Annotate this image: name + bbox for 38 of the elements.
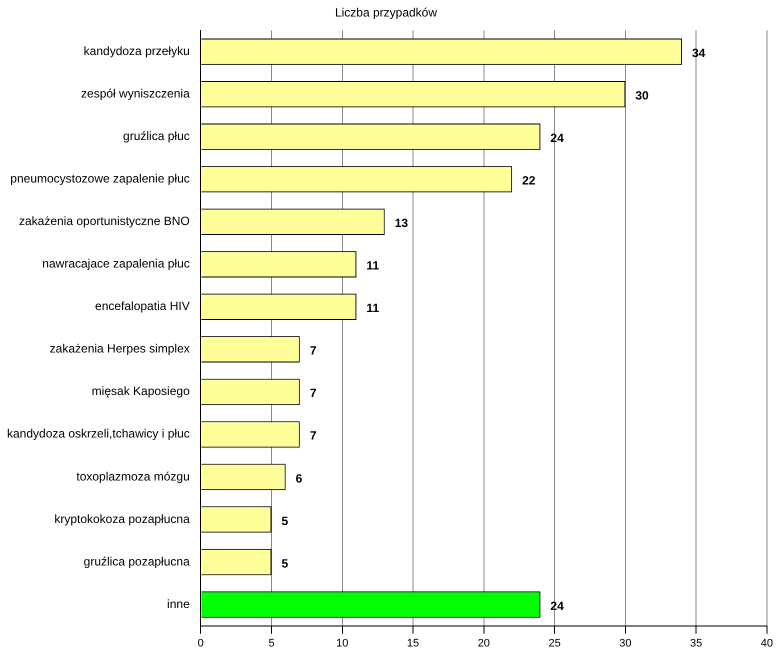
x-tick-label: 30 <box>619 637 632 650</box>
data-label: 30 <box>635 88 650 103</box>
y-tick-label: zakażenia Herpes simplex <box>50 342 190 356</box>
y-tick-label: gruźlica pozapłucna <box>84 554 190 568</box>
x-tick-label: 15 <box>406 637 420 650</box>
data-label: 34 <box>692 46 706 60</box>
y-tick-label: gruźlica płuc <box>123 129 190 144</box>
y-tick-label: kryptokokoza pozapłucna <box>54 512 190 526</box>
y-tick-label: kandydoza oskrzeli,tchawicy i płuc <box>7 426 190 441</box>
y-tick-label: toxoplazmoza mózgu <box>76 469 190 484</box>
data-label: 24 <box>550 131 564 146</box>
data-label: 5 <box>282 556 289 570</box>
y-tick-label: inne <box>167 596 190 611</box>
y-tick-label: nawracajace zapalenia płuc <box>42 256 190 271</box>
x-tick-label: 25 <box>548 637 561 650</box>
data-label: 6 <box>296 471 303 486</box>
y-tick-label: kandydoza przełyku <box>84 44 190 58</box>
x-tick-label: 5 <box>268 637 275 650</box>
data-label: 24 <box>550 598 564 613</box>
x-tick-label: 35 <box>690 637 702 650</box>
x-tick-label: 10 <box>336 637 348 650</box>
y-tick-label: zespół wyniszczenia <box>81 86 190 101</box>
chart-title: Liczba przypadków <box>334 6 438 20</box>
y-tick-label: encefalopatia HIV <box>95 299 190 314</box>
y-tick-label: pneumocystozowe zapalenie płuc <box>10 172 190 186</box>
x-tick-label: 40 <box>760 637 774 650</box>
x-tick-label: 0 <box>198 637 204 650</box>
data-label: 7 <box>310 386 317 400</box>
data-label: 5 <box>282 514 289 528</box>
data-label: 13 <box>394 216 408 230</box>
data-label: 11 <box>366 258 380 273</box>
x-tick-label: 20 <box>478 637 490 650</box>
y-tick-label: zakażenia oportunistyczne BNO <box>18 214 190 228</box>
data-label: 7 <box>310 428 317 443</box>
data-label: 11 <box>366 301 380 316</box>
y-tick-label: mięsak Kaposiego <box>92 384 190 398</box>
data-label: 7 <box>310 344 317 358</box>
data-label: 22 <box>522 174 536 188</box>
